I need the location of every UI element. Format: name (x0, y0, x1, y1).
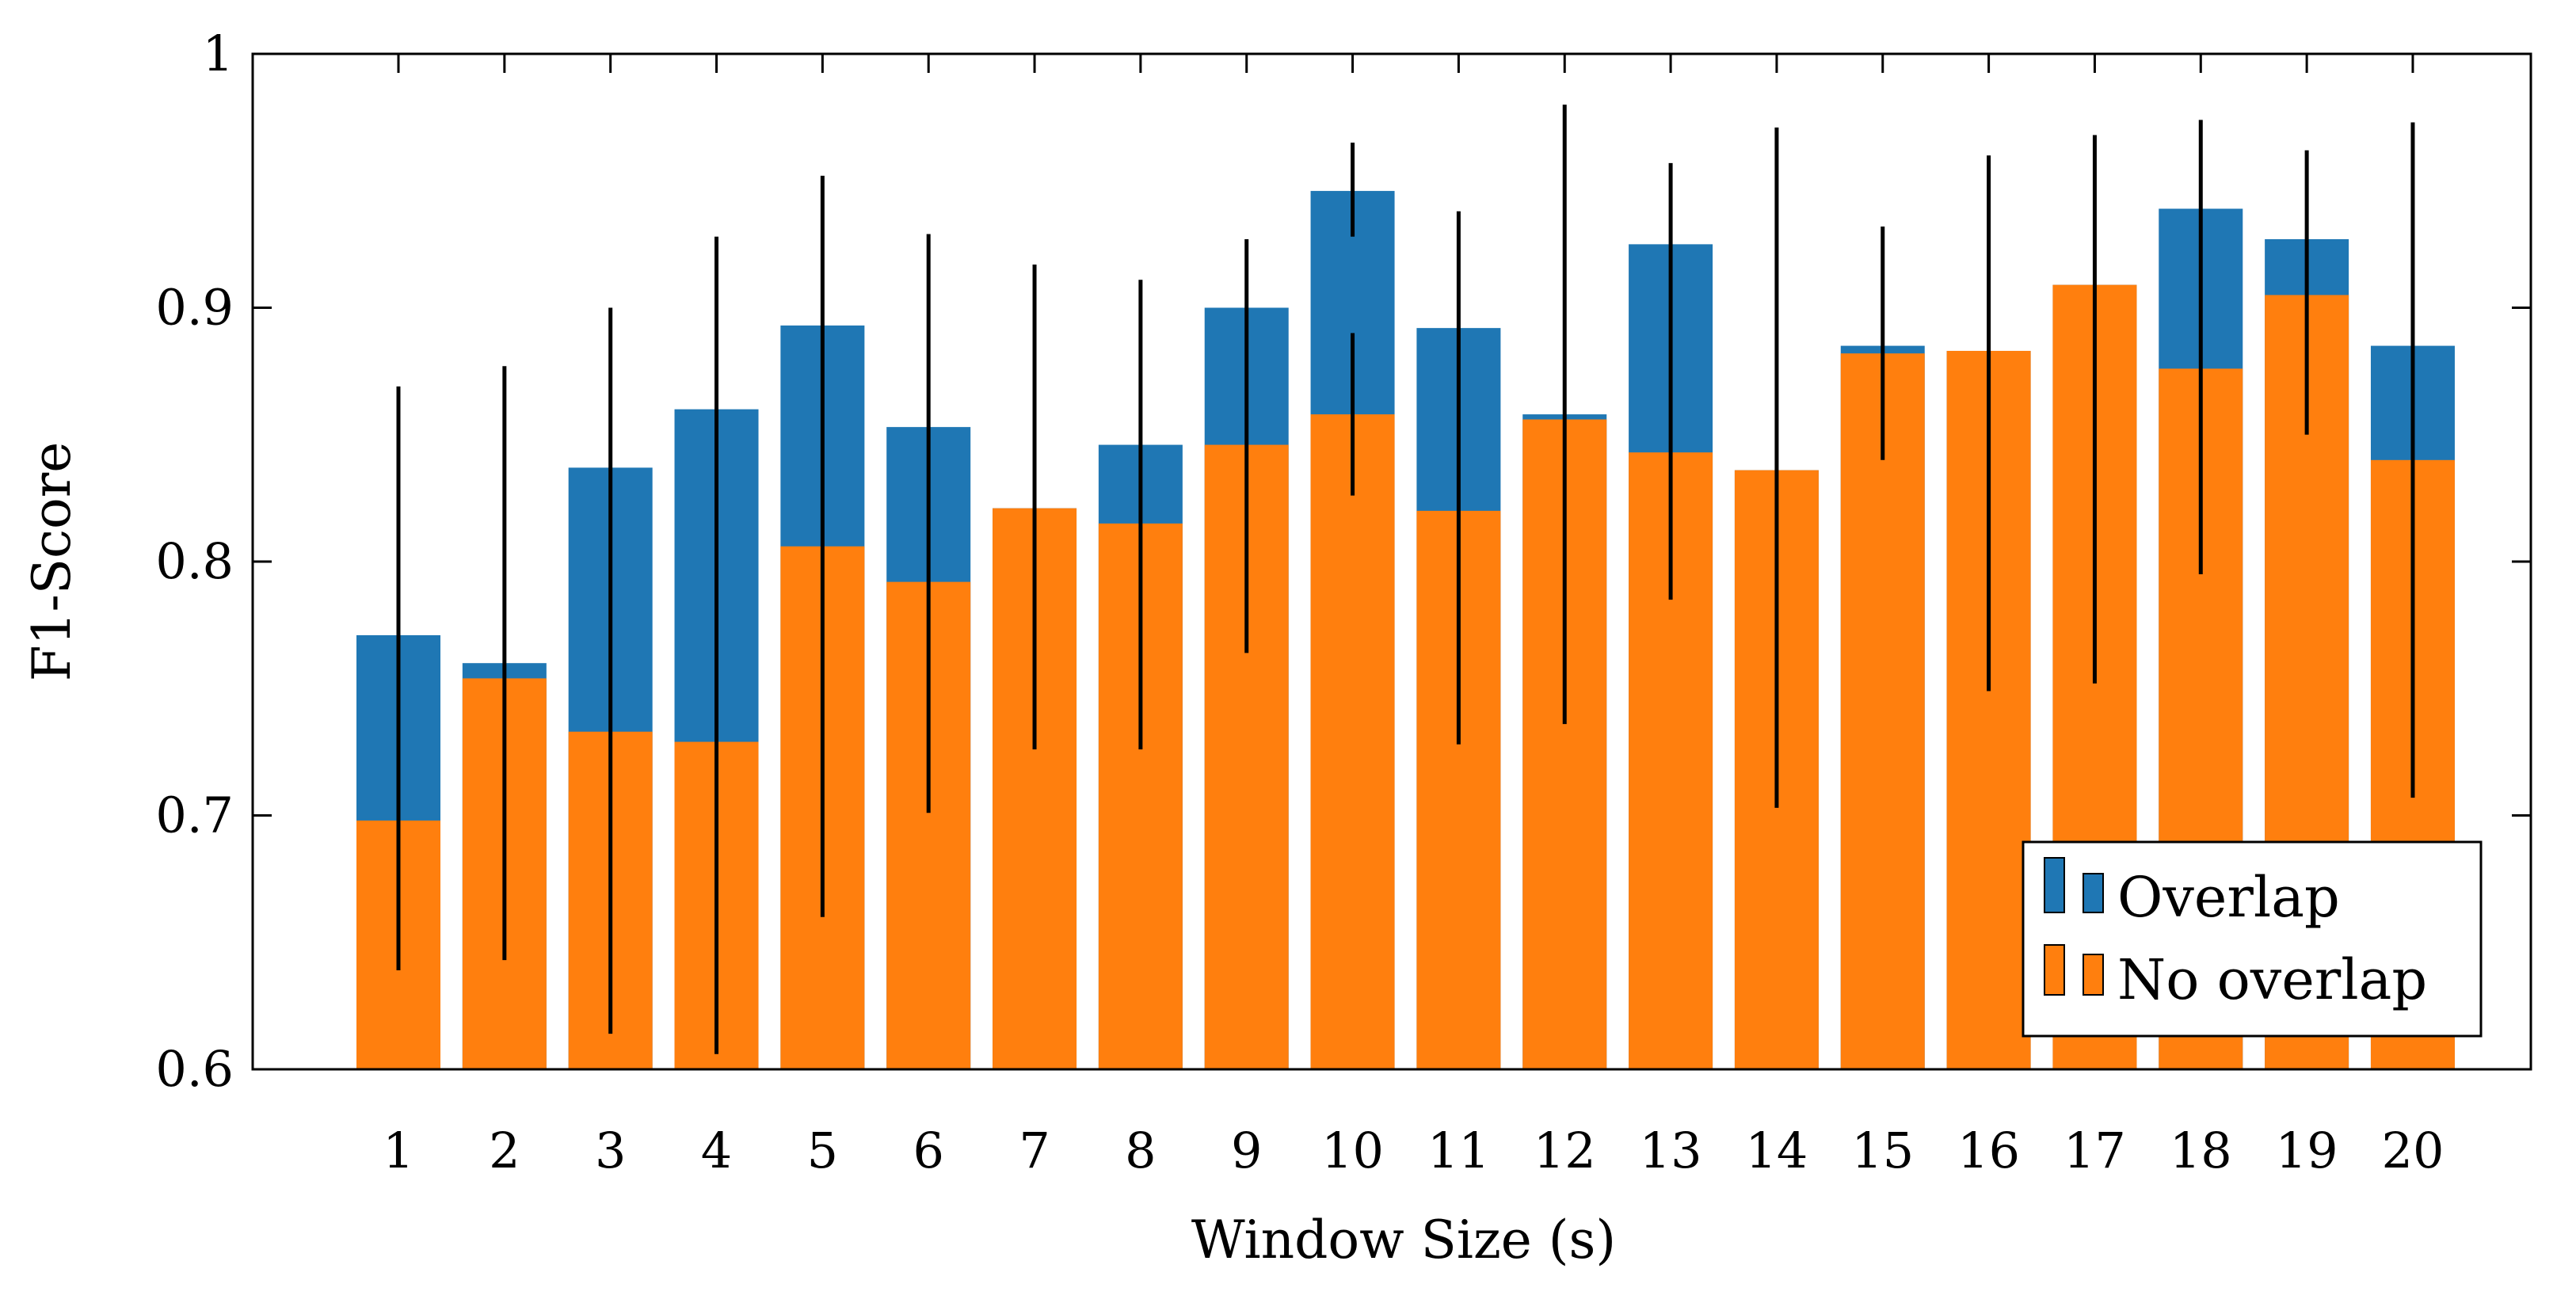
error-bars (396, 105, 2415, 1054)
y-tick-label: 0.9 (155, 279, 234, 337)
x-tick-label: 4 (701, 1122, 732, 1179)
x-tick-label: 5 (807, 1122, 838, 1179)
legend-swatch-overlap (2044, 857, 2065, 913)
legend: Overlap No overlap (2022, 840, 2483, 1038)
x-tick-label: 13 (1640, 1122, 1702, 1179)
legend-label-no-overlap: No overlap (2117, 947, 2427, 1012)
x-tick-label: 12 (1534, 1122, 1596, 1179)
x-tick-label: 6 (913, 1122, 943, 1179)
bar-no-overlap (1840, 353, 1925, 1069)
x-axis-ticks: 1 2 3 4 5 6 7 8 9 10 11 12 13 14 15 16 17 18 19 20 (383, 54, 2444, 1179)
legend-swatch-overlap (2083, 873, 2104, 913)
x-tick-label: 3 (595, 1122, 626, 1179)
legend-swatch-no-overlap (2083, 954, 2104, 996)
x-axis-label: Window Size (s) (1191, 1209, 1616, 1270)
x-tick-label: 16 (1957, 1122, 2020, 1179)
x-tick-label: 15 (1851, 1122, 1914, 1179)
y-tick-label: 1 (203, 25, 234, 82)
legend-swatch-no-overlap (2044, 944, 2065, 996)
x-tick-label: 9 (1231, 1122, 1262, 1179)
x-tick-label: 18 (2170, 1122, 2232, 1179)
x-tick-label: 20 (2382, 1122, 2445, 1179)
y-axis-label: F1-Score (21, 442, 82, 682)
y-tick-label: 0.6 (155, 1040, 234, 1098)
x-tick-label: 1 (383, 1122, 413, 1179)
x-tick-label: 7 (1019, 1122, 1050, 1179)
x-tick-label: 10 (1321, 1122, 1384, 1179)
x-tick-label: 11 (1427, 1122, 1490, 1179)
y-tick-label: 0.7 (155, 787, 234, 844)
x-tick-label: 2 (489, 1122, 520, 1179)
x-tick-label: 17 (2063, 1122, 2126, 1179)
x-tick-label: 8 (1125, 1122, 1156, 1179)
y-axis-ticks: 0.6 0.7 0.8 0.9 1 (155, 25, 2531, 1098)
legend-label-overlap: Overlap (2117, 865, 2340, 930)
y-tick-label: 0.8 (155, 532, 234, 590)
bar-no-overlap (1310, 414, 1395, 1069)
x-tick-label: 19 (2276, 1122, 2338, 1179)
x-tick-label: 14 (1745, 1122, 1808, 1179)
plot-frame (251, 52, 2532, 1071)
